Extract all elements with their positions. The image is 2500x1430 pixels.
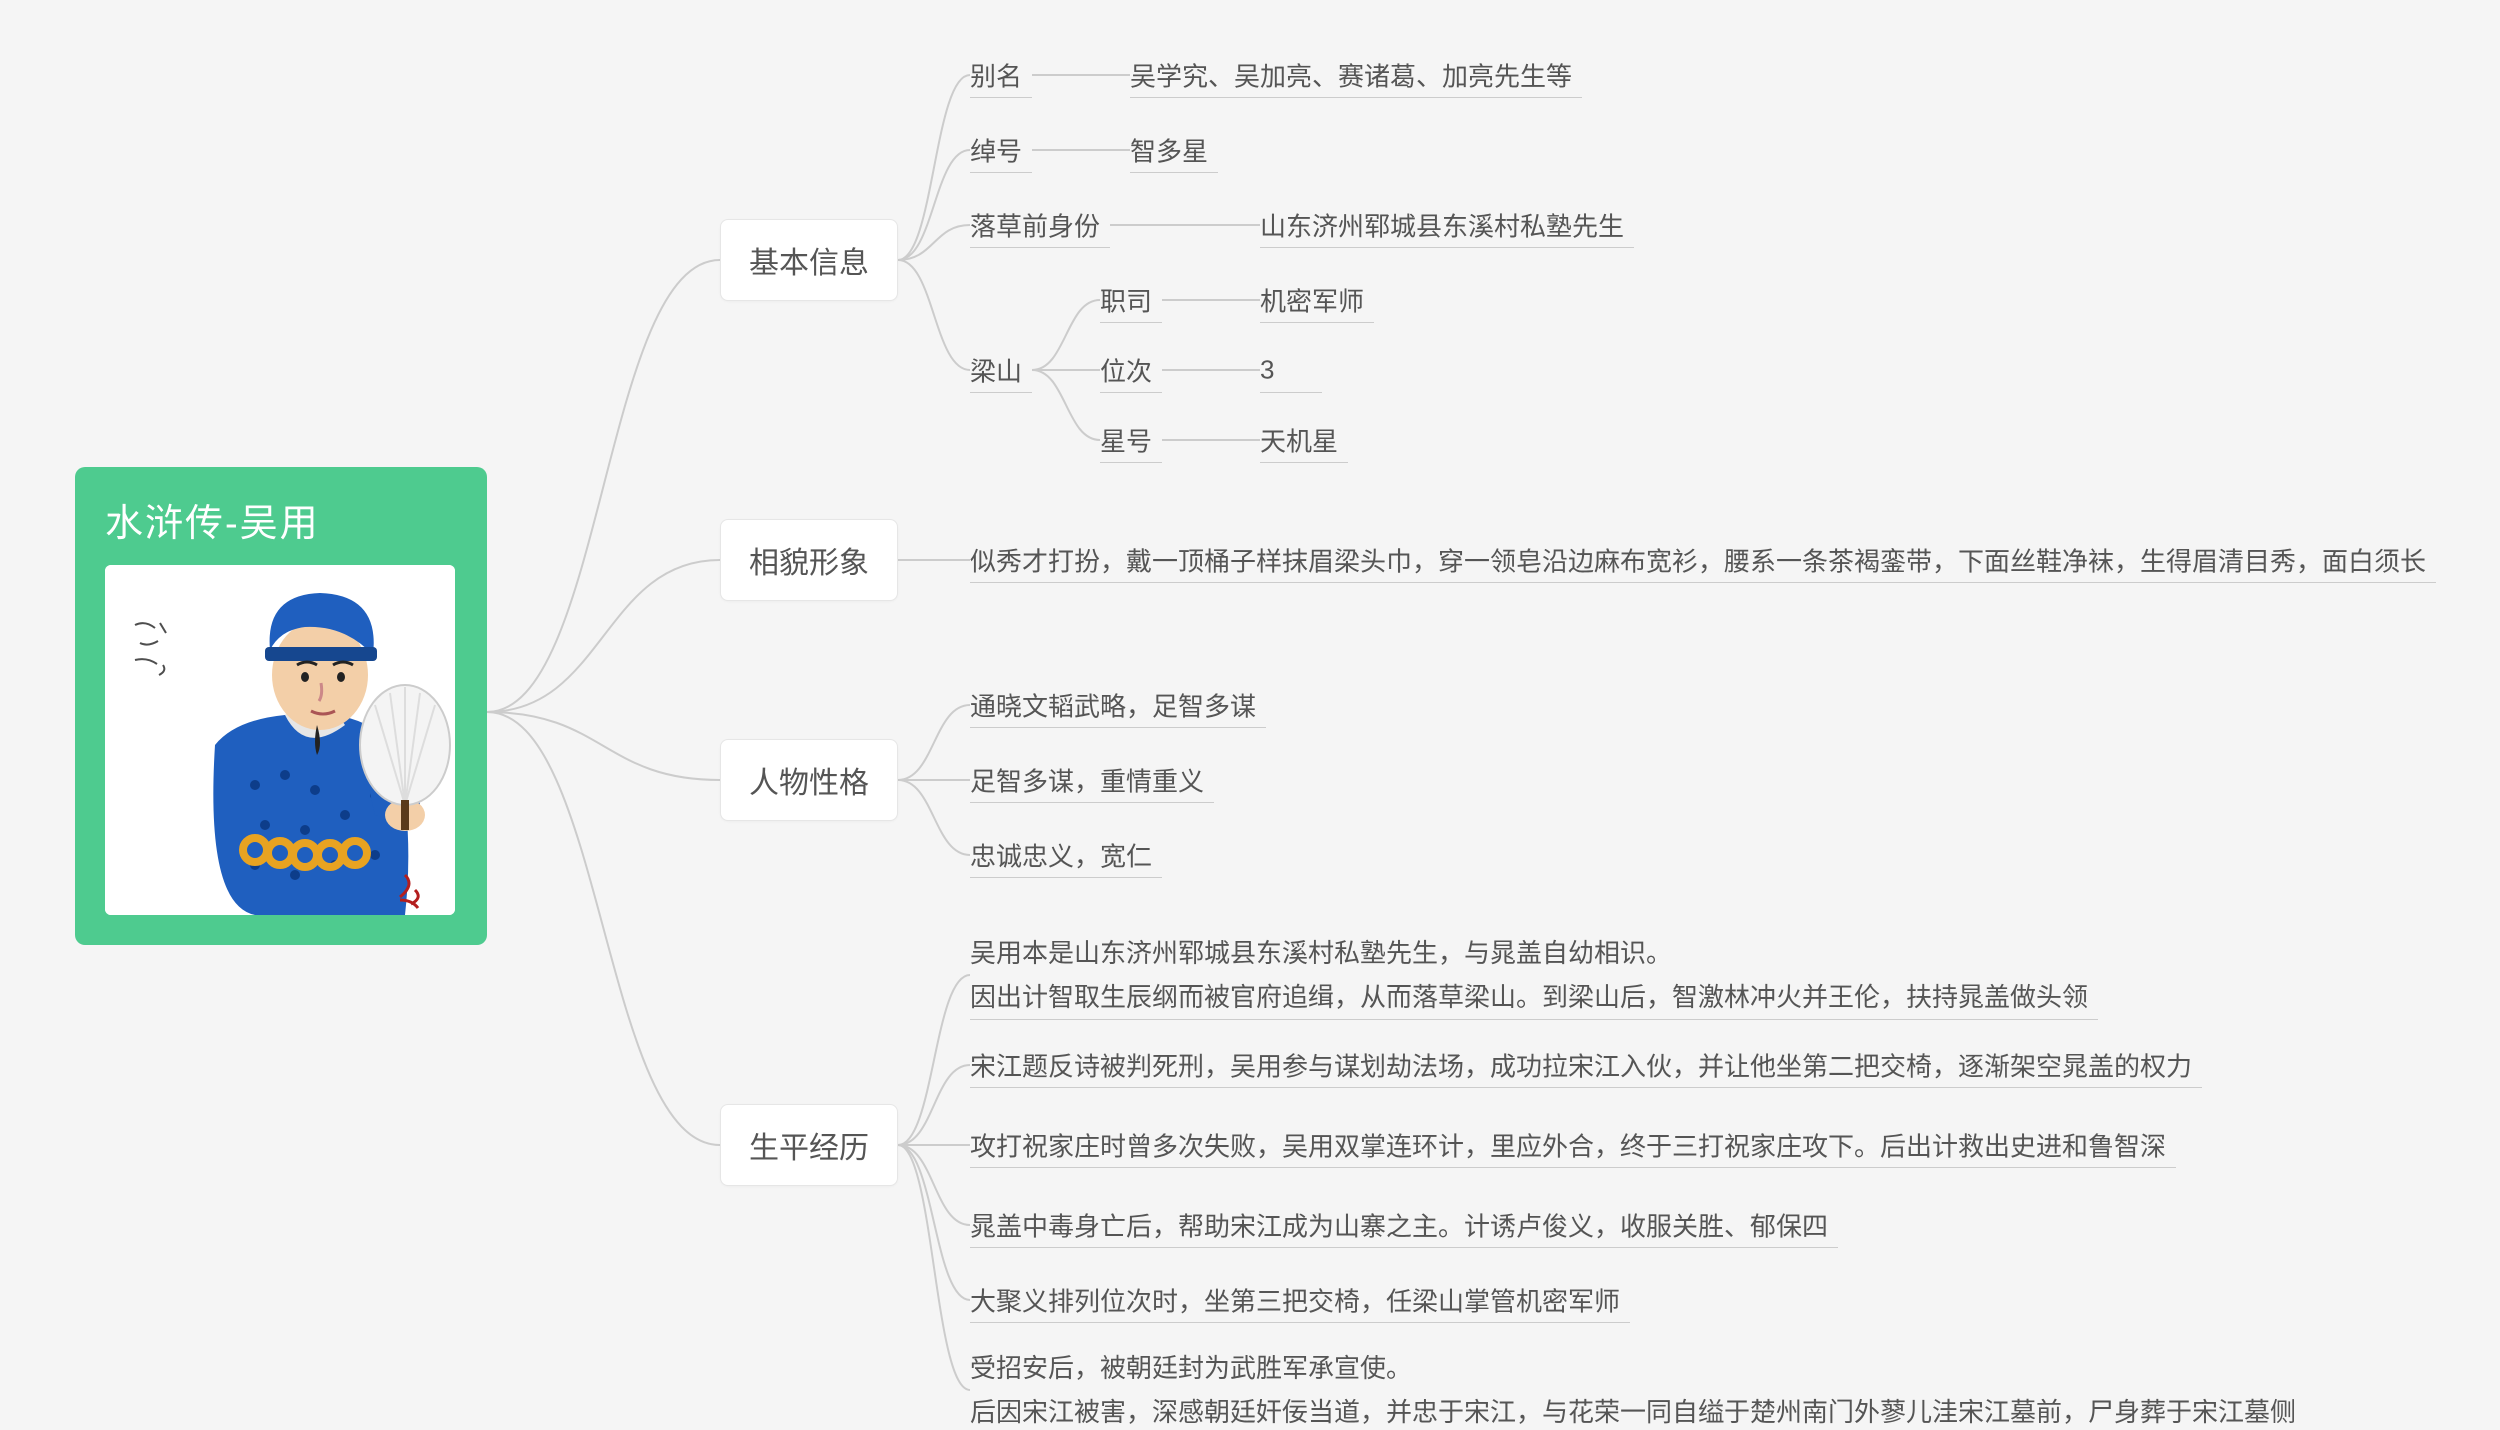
nested-kv-label: 位次 <box>1100 352 1152 389</box>
root-title: 水浒传-吴用 <box>105 492 457 547</box>
kv-label: 落草前身份 <box>970 207 1100 244</box>
leaf-personality: 通晓文韬武略，足智多谋 <box>970 687 1256 724</box>
leaf-life: 吴用本是山东济州郓城县东溪村私塾先生，与晁盖自幼相识。因出计智取生辰纲而被官府追… <box>970 931 2470 1019</box>
kv-value: 山东济州郓城县东溪村私塾先生 <box>1260 207 1624 244</box>
branch-life[interactable]: 生平经历 <box>720 1104 898 1186</box>
nested-kv-value: 机密军师 <box>1260 282 1364 319</box>
kv-value: 吴学究、吴加亮、赛诸葛、加亮先生等 <box>1130 57 1572 94</box>
kv-label: 绰号 <box>970 132 1022 169</box>
leaf-life: 大聚义排列位次时，坐第三把交椅，任梁山掌管机密军师 <box>970 1282 1620 1319</box>
mindmap-canvas: 水浒传-吴用 <box>0 0 2500 1430</box>
branch-personality[interactable]: 人物性格 <box>720 739 898 821</box>
leaf-life: 宋江题反诗被判死刑，吴用参与谋划劫法场，成功拉宋江入伙，并让他坐第二把交椅，逐渐… <box>970 1047 2192 1084</box>
leaf-personality: 忠诚忠义，宽仁 <box>970 837 1152 874</box>
kv-label: 别名 <box>970 57 1022 94</box>
nested-kv-value: 3 <box>1260 355 1274 386</box>
branch-appearance[interactable]: 相貌形象 <box>720 519 898 601</box>
leaf-life: 攻打祝家庄时曾多次失败，吴用双掌连环计，里应外合，终于三打祝家庄攻下。后出计救出… <box>970 1127 2166 1164</box>
character-portrait <box>105 565 455 915</box>
kv-value: 智多星 <box>1130 132 1208 169</box>
branch-basic[interactable]: 基本信息 <box>720 219 898 301</box>
nested-label: 梁山 <box>970 352 1022 389</box>
leaf-life: 晁盖中毒身亡后，帮助宋江成为山寨之主。计诱卢俊义，收服关胜、郁保四 <box>970 1207 1828 1244</box>
leaf-life: 受招安后，被朝廷封为武胜军承宣使。后因宋江被害，深感朝廷奸佞当道，并忠于宋江，与… <box>970 1346 2470 1430</box>
nested-kv-value: 天机星 <box>1260 422 1338 459</box>
leaf-appearance: 似秀才打扮，戴一顶桶子样抹眉梁头巾，穿一领皂沿边麻布宽衫，腰系一条茶褐銮带，下面… <box>970 542 2426 579</box>
leaf-personality: 足智多谋，重情重义 <box>970 762 1204 799</box>
root-node[interactable]: 水浒传-吴用 <box>75 467 487 945</box>
nested-kv-label: 职司 <box>1100 282 1152 319</box>
nested-kv-label: 星号 <box>1100 422 1152 459</box>
